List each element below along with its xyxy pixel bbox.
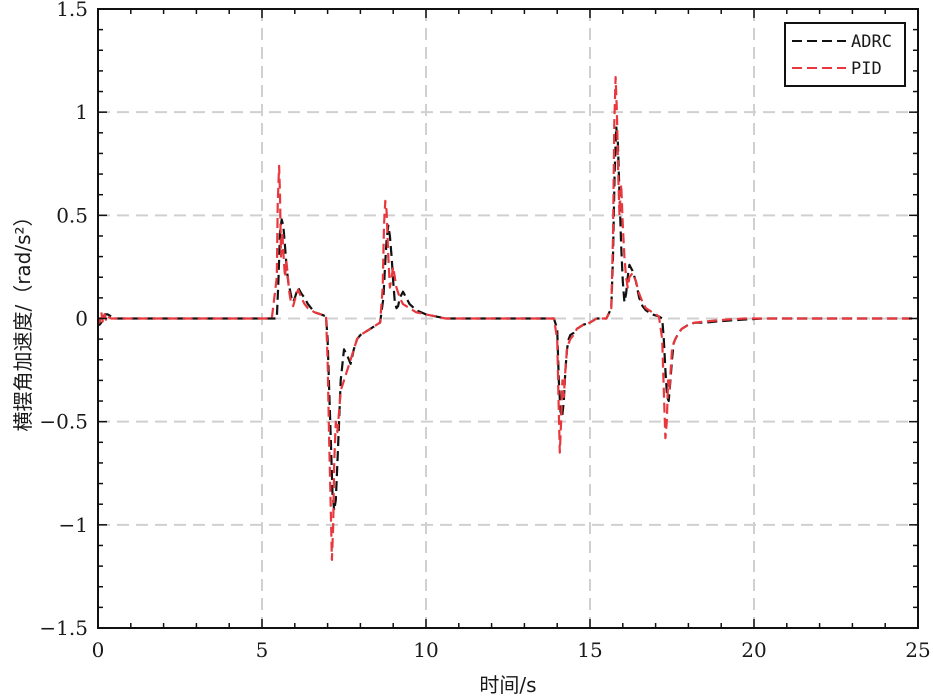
x-tick-label: 25 (905, 638, 930, 662)
y-axis-label: 横摆角加速度/（rad/s²） (11, 206, 35, 431)
legend-box (784, 22, 906, 87)
y-tick-label: −1.5 (39, 616, 88, 640)
axis-ticks (97, 8, 919, 629)
legend-label-adrc: ADRC (851, 32, 892, 52)
y-tick-label: −1 (59, 513, 88, 537)
x-tick-label: 15 (577, 638, 602, 662)
x-tick-label: 5 (256, 638, 269, 662)
y-tick-labels: −1.5 −1 −0.5 0 0.5 1 1.5 (39, 0, 88, 640)
legend: ADRC PID (784, 22, 906, 87)
y-tick-label: −0.5 (39, 410, 88, 434)
y-tick-label: 0.5 (56, 203, 88, 227)
y-tick-label: 0 (75, 307, 88, 331)
y-tick-label: 1.5 (56, 0, 88, 21)
x-axis-label: 时间/s (479, 673, 536, 697)
x-tick-label: 10 (413, 638, 438, 662)
series-line-pid (96, 76, 918, 561)
x-tick-labels: 0 5 10 15 20 25 (92, 638, 931, 662)
legend-label-pid: PID (851, 59, 882, 79)
series-lines (96, 76, 918, 561)
x-tick-label: 0 (92, 638, 105, 662)
y-tick-label: 1 (75, 100, 88, 124)
x-tick-label: 20 (741, 638, 766, 662)
